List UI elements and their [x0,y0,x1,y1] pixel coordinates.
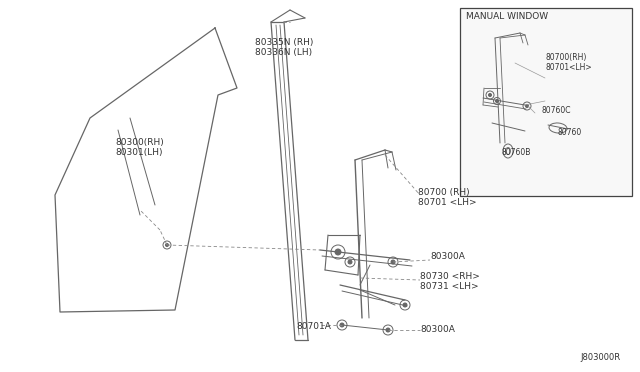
Circle shape [525,105,529,108]
Text: MANUAL WINDOW: MANUAL WINDOW [466,12,548,21]
Bar [460,8,632,196]
Circle shape [166,244,168,247]
Text: 80700 (RH)
80701 <LH>: 80700 (RH) 80701 <LH> [418,188,477,208]
Text: 80300(RH)
80301(LH): 80300(RH) 80301(LH) [115,138,164,157]
Text: 80760B: 80760B [502,148,531,157]
Circle shape [488,93,492,96]
Circle shape [340,323,344,327]
Text: 80700(RH)
80701<LH>: 80700(RH) 80701<LH> [545,53,591,73]
Text: 80300A: 80300A [430,252,465,261]
Circle shape [495,99,499,103]
Text: 80760C: 80760C [542,106,572,115]
Circle shape [335,249,341,255]
Text: 80760: 80760 [558,128,582,137]
Text: 80730 <RH>
80731 <LH>: 80730 <RH> 80731 <LH> [420,272,480,291]
Circle shape [391,260,395,264]
Text: 80701A: 80701A [296,322,331,331]
Text: J803000R: J803000R [580,353,620,362]
Text: 80335N (RH)
80336N (LH): 80335N (RH) 80336N (LH) [255,38,314,57]
Text: 80300A: 80300A [420,325,455,334]
Circle shape [403,303,407,307]
Circle shape [348,260,352,264]
Circle shape [386,328,390,332]
